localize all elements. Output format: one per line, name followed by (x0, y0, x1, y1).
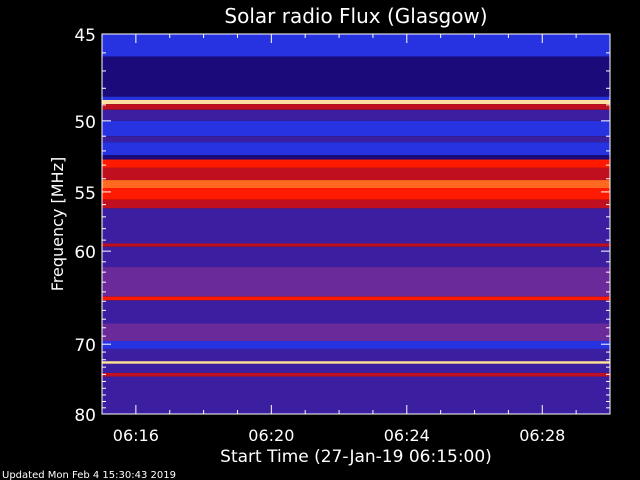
band-21 (102, 324, 610, 341)
band-27 (102, 377, 610, 414)
band-20 (102, 300, 610, 323)
band-22 (102, 341, 610, 349)
y-axis-label: Frequency [MHz] (48, 157, 67, 291)
updated-timestamp: Updated Mon Feb 4 15:30:43 2019 (2, 470, 176, 480)
x-axis-label: Start Time (27-Jan-19 06:15:00) (220, 447, 492, 467)
band-2 (102, 97, 610, 100)
plot-area (102, 34, 610, 414)
y-tick-label: 80 (74, 406, 96, 426)
band-24 (102, 361, 610, 364)
band-16 (102, 243, 610, 246)
band-6 (102, 121, 610, 136)
band-13 (102, 188, 610, 200)
band-0 (102, 34, 610, 57)
y-tick-label: 50 (74, 113, 96, 133)
band-10 (102, 159, 610, 167)
x-tick-label: 06:20 (248, 426, 294, 445)
band-8 (102, 142, 610, 155)
band-3 (102, 100, 610, 104)
band-1 (102, 57, 610, 97)
y-tick-label: 70 (74, 336, 96, 356)
x-tick-label: 06:16 (113, 426, 159, 445)
band-23 (102, 349, 610, 361)
band-17 (102, 247, 610, 267)
chart-title: Solar radio Flux (Glasgow) (224, 4, 487, 28)
band-11 (102, 168, 610, 180)
band-4 (102, 104, 610, 110)
band-15 (102, 208, 610, 243)
band-26 (102, 373, 610, 377)
band-18 (102, 267, 610, 297)
band-9 (102, 155, 610, 159)
y-tick-label: 60 (74, 243, 96, 263)
band-14 (102, 200, 610, 209)
x-tick-label: 06:24 (384, 426, 430, 445)
band-7 (102, 136, 610, 142)
y-tick-label: 45 (74, 26, 96, 46)
band-19 (102, 297, 610, 301)
y-tick-label: 55 (74, 184, 96, 204)
x-tick-label: 06:28 (519, 426, 565, 445)
band-5 (102, 110, 610, 121)
band-25 (102, 364, 610, 373)
band-12 (102, 180, 610, 188)
